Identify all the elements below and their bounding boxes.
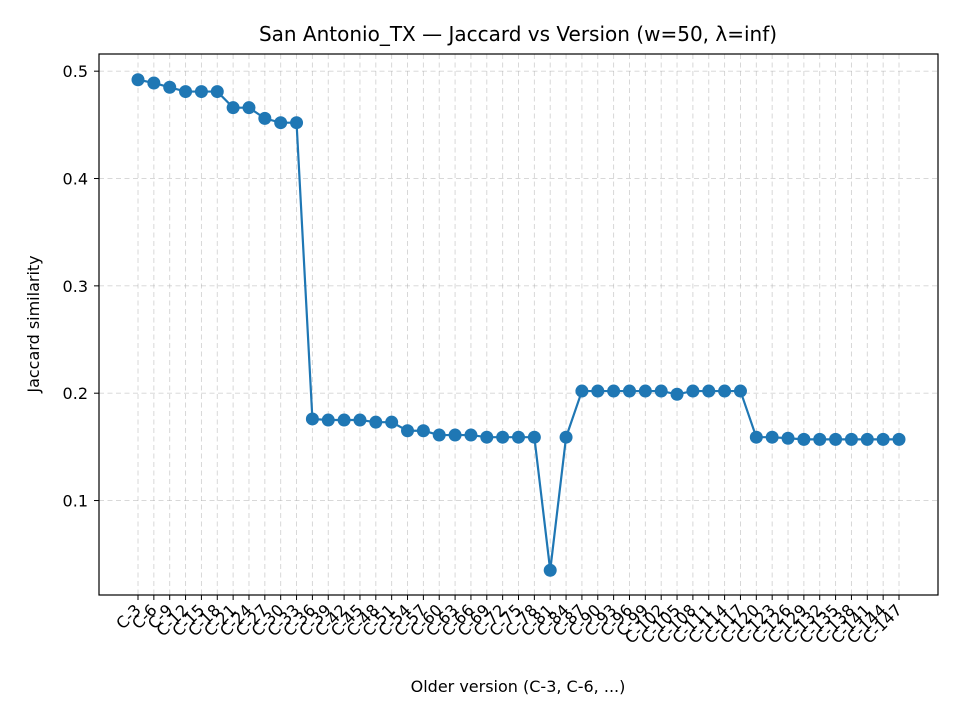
data-point (702, 384, 716, 398)
y-tick-label: 0.4 (63, 170, 88, 189)
data-point (353, 413, 367, 427)
data-point (147, 76, 161, 90)
data-point (242, 101, 256, 115)
data-point (607, 384, 621, 398)
data-point (337, 413, 351, 427)
data-point (448, 428, 462, 442)
data-point (290, 116, 304, 130)
data-point (194, 85, 208, 99)
data-point (527, 430, 541, 444)
data-point (226, 101, 240, 115)
data-point (258, 111, 272, 125)
data-point (892, 432, 906, 446)
data-point (512, 430, 525, 444)
data-point (385, 415, 399, 429)
data-point (464, 428, 478, 442)
data-point (670, 387, 684, 401)
data-point (829, 432, 843, 446)
data-point (179, 85, 193, 99)
data-point (749, 430, 763, 444)
data-point (305, 412, 319, 426)
data-point (876, 432, 890, 446)
x-axis-label: Older version (C-3, C-6, ...) (411, 677, 626, 696)
data-point (432, 428, 446, 442)
data-point (860, 432, 874, 446)
y-tick-label: 0.5 (63, 62, 88, 81)
data-point (733, 384, 747, 398)
grid-lines (99, 54, 938, 595)
data-point (163, 80, 177, 94)
data-point (416, 424, 430, 438)
data-point (765, 430, 779, 444)
data-point (718, 384, 732, 398)
data-point (369, 415, 383, 429)
data-point (543, 563, 557, 577)
y-axis-ticks: 0.1 0.2 0.3 0.4 0.5 (63, 62, 99, 511)
data-point (797, 432, 811, 446)
data-point (496, 430, 510, 444)
data-point (591, 384, 605, 398)
y-tick-label: 0.1 (63, 492, 88, 511)
data-point (575, 384, 589, 398)
data-point (401, 424, 415, 438)
y-tick-label: 0.3 (63, 277, 88, 296)
series-layer (131, 73, 906, 577)
data-point (622, 384, 636, 398)
data-point (686, 384, 700, 398)
data-point (480, 430, 494, 444)
data-point (274, 116, 288, 130)
y-tick-label: 0.2 (63, 384, 88, 403)
y-axis-label: Jaccard similarity (24, 255, 43, 393)
data-point (321, 413, 335, 427)
x-axis-ticks: C-3C-6C-9C-12C-15C-18C-21C-24C-27C-30C-3… (112, 595, 906, 647)
data-point (781, 431, 795, 445)
data-point (813, 432, 827, 446)
data-point (559, 430, 573, 444)
data-point (844, 432, 858, 446)
plot-frame (98, 53, 939, 596)
data-point (210, 85, 224, 99)
data-point (131, 73, 145, 87)
data-point (654, 384, 668, 398)
data-point (638, 384, 652, 398)
chart-title: San Antonio_TX — Jaccard vs Version (w=5… (259, 22, 777, 46)
